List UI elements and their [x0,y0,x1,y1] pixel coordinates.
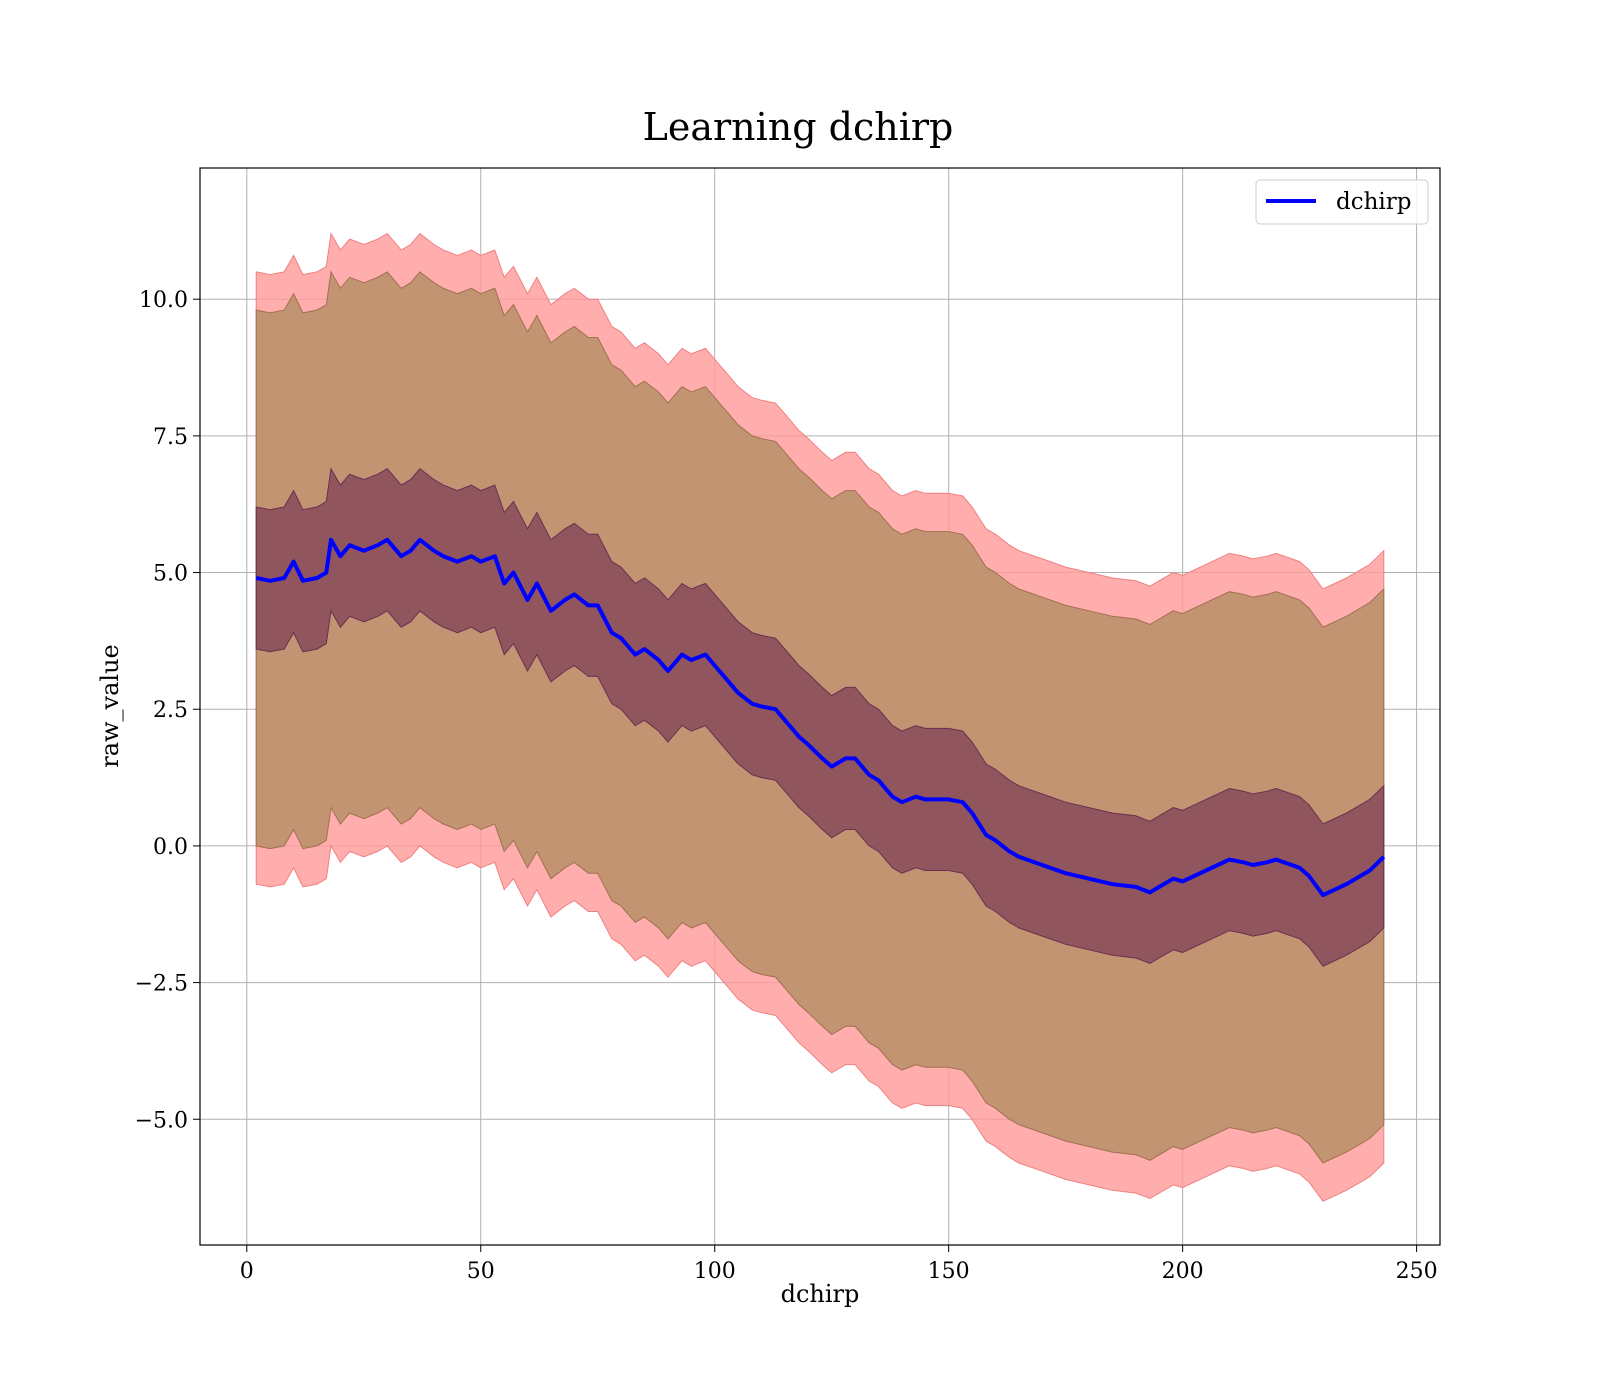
chart-title: Learning dchirp [643,105,954,149]
confidence-bands [255,232,1385,1202]
legend-label-dchirp: dchirp [1336,189,1412,215]
y-tick-label: −2.5 [135,972,188,997]
x-tick-label: 100 [694,1259,736,1284]
x-axis-ticks: 0 50 100 150 200 250 [240,1245,1438,1284]
legend-box [1255,179,1429,225]
x-axis-label: dchirp [781,1280,860,1308]
y-tick-label: 10.0 [139,288,188,313]
x-tick-label: 250 [1396,1259,1438,1284]
x-tick-label: 200 [1162,1259,1204,1284]
series-group [255,537,1386,898]
y-axis-ticks: −5.0 −2.5 0.0 2.5 5.0 7.5 10.0 [135,288,200,1133]
y-tick-label: 2.5 [153,698,188,723]
series-line-dchirp [255,537,1386,898]
legend: dchirp [1255,179,1429,225]
y-tick-label: 7.5 [153,425,188,450]
y-tick-label: −5.0 [135,1108,188,1133]
x-tick-label: 50 [467,1259,495,1284]
y-tick-label: 0.0 [153,835,188,860]
x-tick-label: 0 [240,1259,254,1284]
y-tick-label: 5.0 [153,562,188,587]
plot-frame [199,167,1441,1246]
band-inner [255,467,1385,967]
x-tick-label: 150 [928,1259,970,1284]
y-axis-label: raw_value [96,644,124,768]
